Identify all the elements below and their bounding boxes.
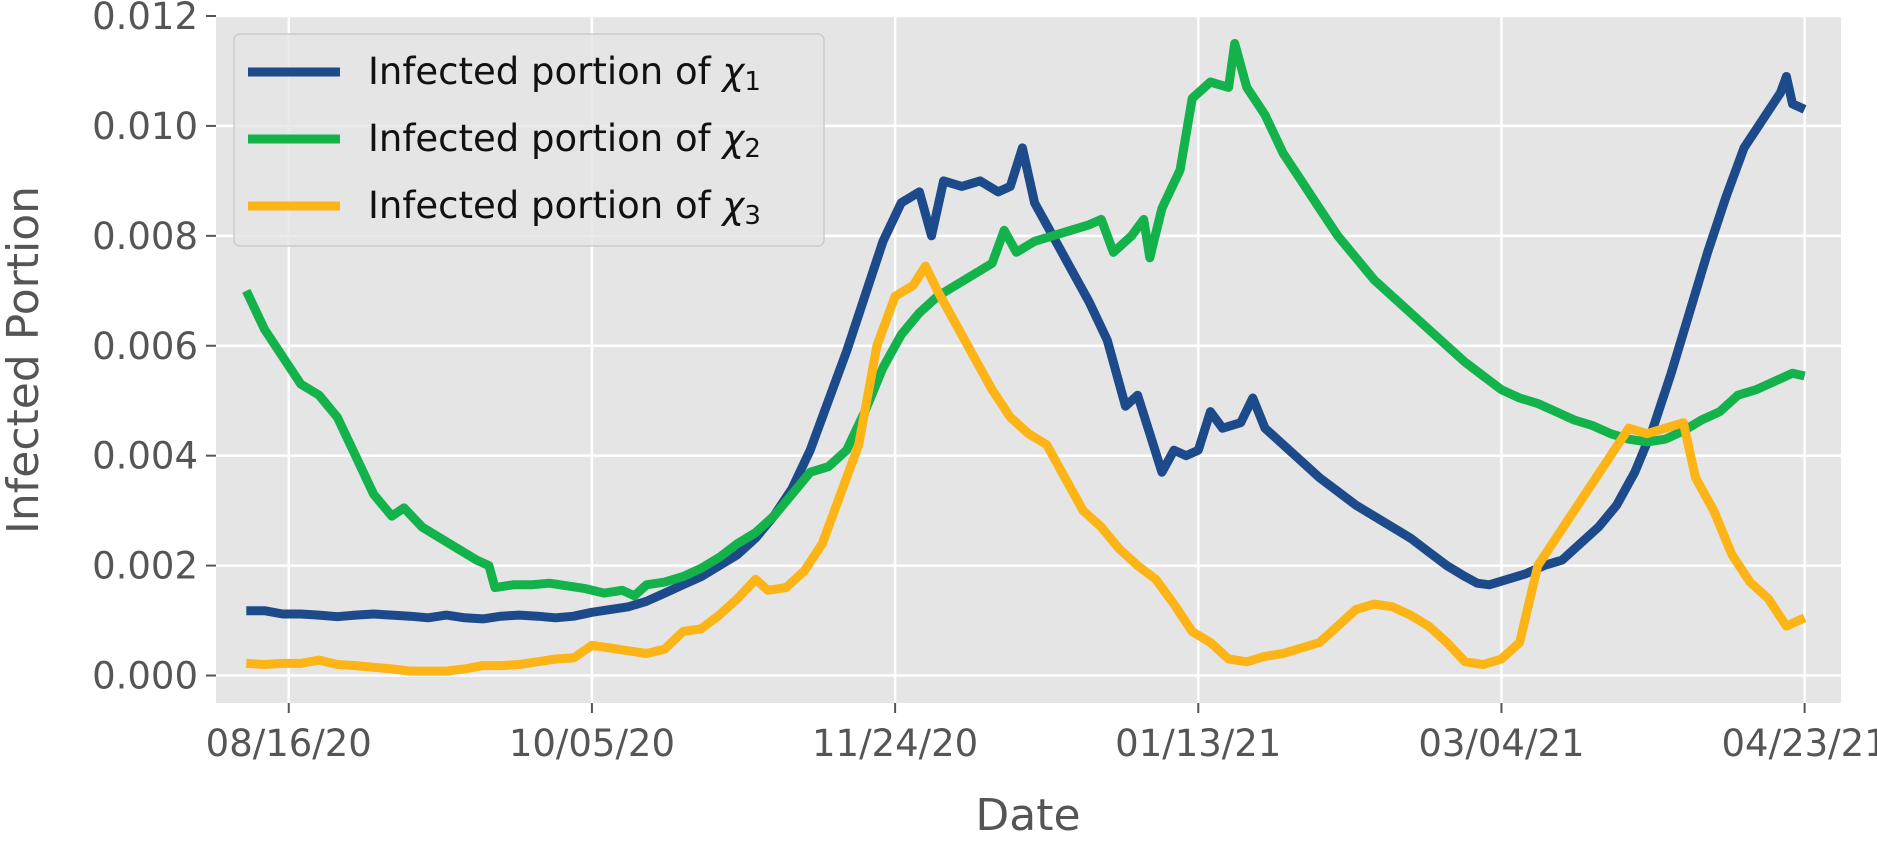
- x-tick-label: 08/16/20: [206, 722, 372, 765]
- legend-frame: [233, 33, 825, 247]
- y-axis-title: Infected Portion: [0, 186, 49, 534]
- x-tick-label: 01/13/21: [1115, 722, 1281, 765]
- y-tick-label: 0.012: [92, 0, 198, 38]
- y-tick-label: 0.006: [92, 325, 198, 368]
- legend-label-2: Infected portion of χ2: [368, 117, 761, 164]
- legend-label-3: Infected portion of χ3: [368, 184, 761, 231]
- x-axis-title: Date: [975, 790, 1080, 841]
- y-tick-label: 0.002: [92, 545, 198, 588]
- y-tick-label: 0.008: [92, 215, 198, 258]
- legend: Infected portion of χ1 Infected portion …: [233, 33, 825, 247]
- series-lines: [242, 39, 1807, 676]
- x-tick-label: 11/24/20: [812, 722, 978, 765]
- series-line-2: [242, 39, 1806, 601]
- axes: 0.000 0.002 0.004 0.006 0.008 0.010 0.012 08/16…: [92, 0, 1877, 765]
- series-line-3: [246, 261, 1807, 676]
- x-tick-label: 04/23/21: [1722, 722, 1877, 765]
- y-tick-label: 0.010: [92, 105, 198, 148]
- series-line-1: [246, 72, 1807, 624]
- x-tick-label: 10/05/20: [509, 722, 675, 765]
- y-tick-label: 0.004: [92, 435, 198, 478]
- legend-label-1: Infected portion of χ1: [368, 50, 761, 97]
- x-tick-label: 03/04/21: [1418, 722, 1584, 765]
- y-tick-label: 0.000: [92, 655, 198, 698]
